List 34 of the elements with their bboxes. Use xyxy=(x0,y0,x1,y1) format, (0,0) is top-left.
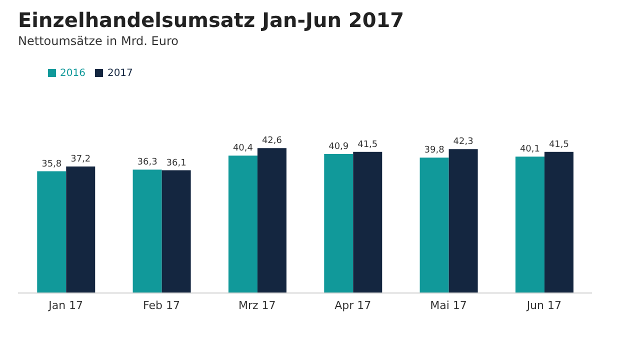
data-label: 42,3 xyxy=(453,137,474,148)
data-label: 40,1 xyxy=(520,144,540,155)
bar xyxy=(448,149,478,293)
data-label: 39,8 xyxy=(424,146,445,156)
data-label: 35,8 xyxy=(42,159,62,170)
x-tick-label: Jun 17 xyxy=(526,298,562,312)
x-tick-label: Mai 17 xyxy=(430,298,467,312)
bar xyxy=(37,171,66,293)
bar xyxy=(324,154,354,293)
legend-label: 2016 xyxy=(60,68,86,79)
x-tick-label: Feb 17 xyxy=(143,298,180,312)
data-label: 36,3 xyxy=(137,158,158,168)
x-tick-label: Jan 17 xyxy=(48,298,84,312)
bar xyxy=(353,152,382,293)
legend-label: 2017 xyxy=(107,68,133,79)
chart-title: Einzelhandelsumsatz Jan-Jun 2017 xyxy=(18,8,406,32)
bar xyxy=(257,148,286,293)
x-tick-label: Mrz 17 xyxy=(238,298,276,312)
data-label: 41,5 xyxy=(358,140,378,150)
bar xyxy=(420,158,449,293)
data-label: 40,9 xyxy=(328,142,349,152)
data-label: 37,2 xyxy=(70,154,91,165)
bar xyxy=(66,166,96,293)
data-label: 41,5 xyxy=(548,140,569,150)
bar xyxy=(162,170,191,293)
bar xyxy=(544,152,574,293)
data-label: 36,1 xyxy=(166,158,186,168)
bar xyxy=(515,156,544,293)
x-tick-label: Apr 17 xyxy=(334,298,372,312)
chart-subtitle: Nettoumsätze in Mrd. Euro xyxy=(18,34,180,48)
data-label: 42,6 xyxy=(262,136,282,146)
data-label: 40,4 xyxy=(232,144,254,154)
bar xyxy=(228,156,258,293)
bar xyxy=(132,170,162,293)
